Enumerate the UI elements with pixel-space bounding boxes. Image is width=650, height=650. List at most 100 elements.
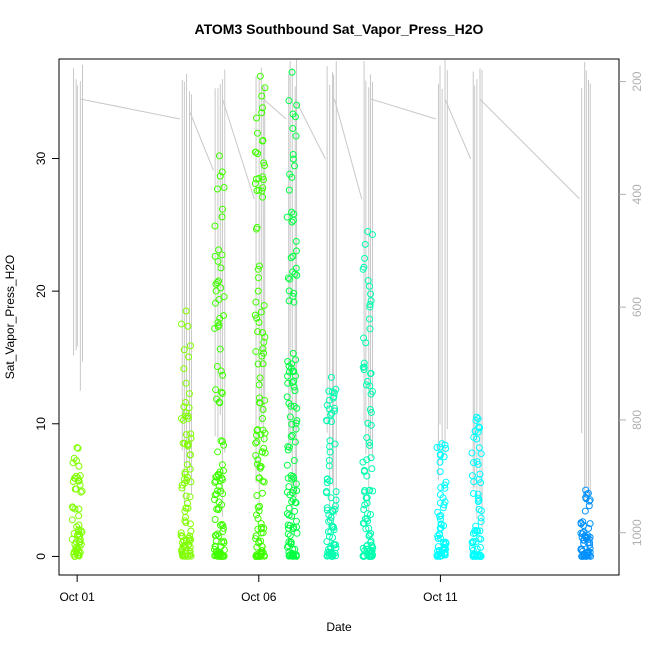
data-point — [211, 299, 219, 307]
data-point — [364, 517, 372, 525]
data-point — [187, 430, 195, 438]
data-point — [581, 533, 589, 541]
data-point — [442, 538, 450, 546]
data-point — [441, 551, 449, 559]
data-point — [292, 247, 300, 255]
data-point — [580, 551, 588, 559]
data-point — [212, 490, 220, 498]
data-point — [366, 303, 374, 311]
data-point — [292, 132, 300, 140]
data-point — [285, 552, 293, 560]
data-point — [474, 428, 482, 436]
data-point — [290, 377, 298, 385]
data-point — [329, 552, 337, 560]
data-point — [212, 386, 220, 394]
data-point — [260, 159, 268, 167]
data-point — [363, 456, 371, 464]
data-point — [292, 517, 300, 525]
profile-connector — [479, 98, 581, 200]
data-point — [290, 457, 298, 465]
data-point — [289, 525, 297, 533]
data-point — [436, 468, 444, 476]
data-point — [218, 437, 226, 445]
y2-tick-label: 200 — [630, 71, 644, 91]
data-point — [368, 231, 376, 239]
data-point — [283, 510, 291, 518]
data-point — [359, 458, 367, 466]
data-point — [361, 254, 369, 262]
data-point — [285, 368, 293, 376]
data-point — [288, 498, 296, 506]
data-point — [585, 524, 593, 532]
data-point — [367, 529, 375, 537]
data-point — [218, 461, 226, 469]
data-point — [213, 362, 221, 370]
data-point — [477, 450, 485, 458]
data-point — [289, 150, 297, 158]
data-point — [183, 441, 191, 449]
data-point — [439, 504, 447, 512]
y2-tick-label: 1000 — [630, 519, 644, 546]
profile-connector — [370, 98, 437, 120]
data-point — [323, 538, 331, 546]
data-point — [326, 477, 334, 485]
data-point — [211, 222, 219, 230]
profile-connector — [333, 98, 363, 200]
y-tick-label: 20 — [34, 284, 48, 298]
data-point — [441, 441, 449, 449]
profile-trace-1 — [181, 73, 193, 504]
data-point — [261, 84, 269, 92]
data-point — [181, 513, 189, 521]
data-point — [217, 543, 225, 551]
data-point — [367, 297, 375, 305]
data-point — [437, 511, 445, 519]
data-point — [585, 497, 593, 505]
data-point — [211, 516, 219, 524]
data-point — [361, 501, 369, 509]
data-point — [181, 541, 189, 549]
data-point — [259, 477, 267, 485]
data-point — [216, 521, 224, 529]
data-point — [68, 535, 76, 543]
data-point — [291, 387, 299, 395]
data-point — [367, 370, 375, 378]
data-point — [579, 528, 587, 536]
data-point — [329, 394, 337, 402]
data-point — [184, 322, 192, 330]
data-point-max — [473, 413, 481, 421]
data-point — [182, 398, 190, 406]
data-point-max — [215, 152, 223, 160]
profile-trace-6 — [363, 60, 374, 512]
data-point — [256, 502, 264, 510]
data-point — [474, 498, 482, 506]
profile-connector — [294, 98, 326, 160]
data-point — [251, 179, 259, 187]
data-point — [293, 523, 301, 531]
data-point — [74, 444, 82, 452]
data-point — [288, 360, 296, 368]
data-point — [468, 449, 476, 457]
data-point — [184, 440, 192, 448]
data-point — [437, 484, 445, 492]
data-point — [327, 543, 335, 551]
data-point — [366, 442, 374, 450]
data-point — [177, 320, 185, 328]
data-point-max — [364, 227, 372, 235]
data-point — [187, 478, 195, 486]
data-point — [258, 104, 266, 112]
data-point — [475, 496, 483, 504]
data-point — [260, 444, 268, 452]
x-axis-label: Date — [326, 620, 352, 634]
data-point — [436, 491, 444, 499]
data-point — [364, 419, 372, 427]
data-point — [325, 387, 333, 395]
data-point — [177, 532, 185, 540]
data-point — [261, 333, 269, 341]
data-point — [285, 443, 293, 451]
data-point — [367, 454, 375, 462]
data-point — [253, 129, 261, 137]
data-point — [257, 462, 265, 470]
data-point — [258, 448, 266, 456]
data-point — [291, 438, 299, 446]
data-point — [254, 287, 262, 295]
